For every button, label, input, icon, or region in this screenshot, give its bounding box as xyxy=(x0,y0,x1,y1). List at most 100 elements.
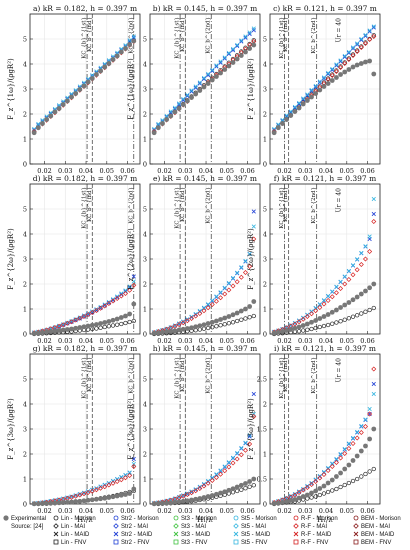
data-point xyxy=(230,283,236,289)
data-point xyxy=(110,298,116,304)
data-point xyxy=(40,501,45,506)
data-point xyxy=(235,42,240,48)
data-point xyxy=(313,84,318,90)
data-point xyxy=(226,280,231,286)
data-point xyxy=(301,97,306,102)
legend-entry: BEM - MAID xyxy=(353,531,395,538)
data-point xyxy=(172,323,178,329)
reference-line-label: KC_{b}^{1st} xyxy=(174,17,181,59)
legend-marker xyxy=(293,523,299,529)
y-tick-label: 0 xyxy=(263,331,267,339)
series-r-f-mai xyxy=(151,236,257,335)
x-tick-label: 0.04 xyxy=(79,507,93,515)
y-tick-label: 5 xyxy=(143,206,147,214)
data-point xyxy=(226,50,231,56)
data-point xyxy=(114,296,120,301)
y-tick-label: 5 xyxy=(263,206,267,214)
data-point xyxy=(296,319,302,325)
data-point xyxy=(251,411,256,417)
data-point xyxy=(102,324,107,330)
data-point xyxy=(363,288,368,294)
reference-line-label: KC_b^{ind} xyxy=(282,17,289,52)
legend-label: Experimental xyxy=(11,516,46,522)
data-point xyxy=(371,196,376,202)
data-point xyxy=(338,59,343,64)
data-point xyxy=(189,325,194,331)
data-point xyxy=(346,480,352,486)
data-point xyxy=(309,88,314,94)
y-tick-label: 2 xyxy=(23,281,27,289)
data-point xyxy=(102,303,108,309)
data-point xyxy=(359,311,364,316)
data-point xyxy=(342,54,347,60)
data-point xyxy=(118,315,124,320)
data-point xyxy=(243,45,248,50)
data-point xyxy=(176,102,182,107)
y-tick-label: 2 xyxy=(263,401,267,409)
data-point xyxy=(300,323,306,328)
x-tick-label: 0.02 xyxy=(277,167,291,175)
data-point xyxy=(222,67,228,72)
data-point xyxy=(185,92,190,98)
data-point xyxy=(330,67,335,73)
data-point xyxy=(106,495,112,500)
data-point xyxy=(85,79,91,85)
data-point xyxy=(342,281,348,287)
data-point xyxy=(350,458,356,463)
legend-marker xyxy=(353,531,359,537)
data-point xyxy=(358,61,364,66)
data-point xyxy=(77,325,83,330)
data-point xyxy=(275,329,281,335)
data-point xyxy=(123,320,128,326)
data-point xyxy=(354,294,360,300)
data-point xyxy=(317,87,323,93)
data-point xyxy=(367,411,373,417)
data-point xyxy=(284,499,290,504)
data-point xyxy=(251,236,257,242)
data-point xyxy=(189,89,194,94)
panel-title: f) kR = 0.121, h = 0.397 m xyxy=(274,174,376,183)
data-point xyxy=(367,411,372,417)
data-point xyxy=(334,456,339,462)
data-point xyxy=(334,320,339,325)
data-point xyxy=(275,125,281,131)
legend-marker xyxy=(173,531,179,537)
data-point xyxy=(64,499,70,505)
data-point xyxy=(218,60,223,65)
data-point xyxy=(329,294,335,300)
legend-entry: Str2 - MAID xyxy=(113,531,153,538)
data-point xyxy=(338,64,343,69)
data-point xyxy=(218,290,223,295)
data-point xyxy=(172,328,178,334)
x-tick-label: 0.05 xyxy=(100,167,114,175)
data-point xyxy=(329,309,335,315)
data-point xyxy=(367,234,372,239)
data-point xyxy=(114,316,120,322)
legend-entry: Experimental Source: [24] xyxy=(3,515,46,530)
data-point xyxy=(334,307,339,313)
data-point xyxy=(184,326,190,331)
data-point xyxy=(36,121,41,127)
data-point xyxy=(251,414,257,419)
y-tick-label: 2 xyxy=(263,111,267,119)
data-point xyxy=(197,311,203,316)
data-point xyxy=(292,109,298,114)
data-point xyxy=(98,304,103,310)
data-point xyxy=(235,53,240,58)
data-point xyxy=(44,501,50,506)
data-point xyxy=(359,36,364,42)
data-point xyxy=(94,326,99,331)
data-point xyxy=(321,301,327,307)
data-point xyxy=(296,329,302,334)
data-point xyxy=(193,85,198,90)
panel-title: g) kR = 0.182, h = 0.397 m xyxy=(33,344,137,353)
data-point xyxy=(239,39,244,44)
legend-marker xyxy=(353,523,359,529)
data-point xyxy=(342,61,348,66)
data-point xyxy=(226,287,232,293)
x-tick-label: 0.03 xyxy=(298,167,312,175)
data-point xyxy=(81,490,87,495)
data-point xyxy=(338,286,344,291)
data-point xyxy=(222,315,228,321)
data-point xyxy=(189,490,195,496)
